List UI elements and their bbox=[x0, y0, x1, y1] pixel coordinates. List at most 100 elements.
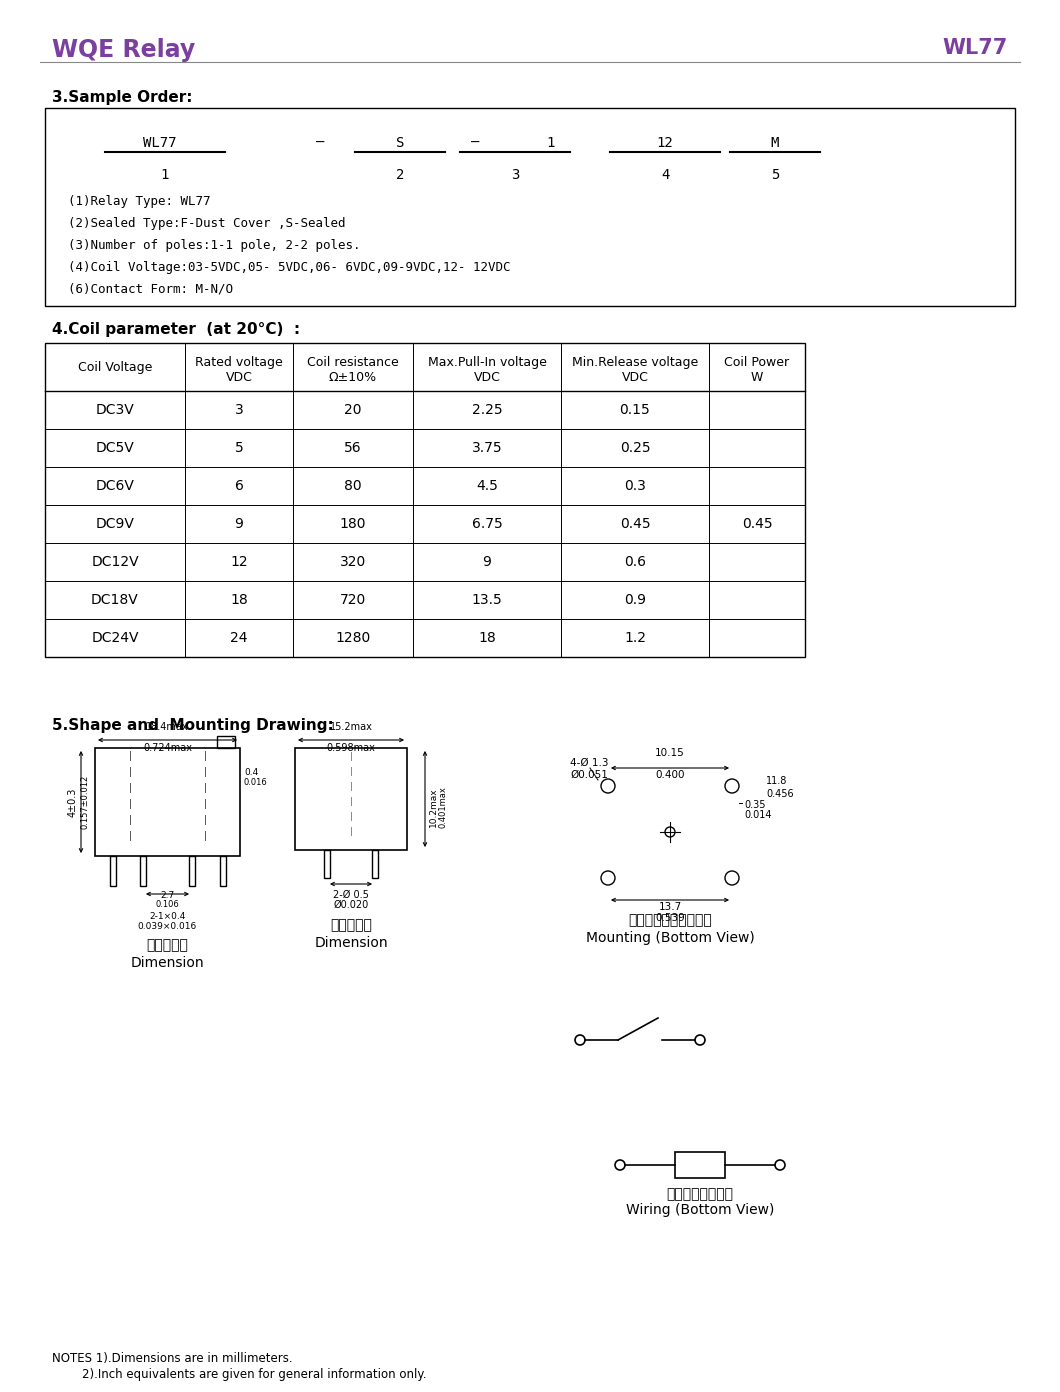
Bar bbox=[372, 851, 378, 878]
Text: 2: 2 bbox=[395, 168, 404, 182]
Bar bbox=[140, 856, 146, 885]
Bar bbox=[324, 851, 330, 878]
Text: 9: 9 bbox=[482, 555, 492, 569]
Text: 0.598max: 0.598max bbox=[326, 743, 375, 753]
Bar bbox=[45, 342, 805, 657]
Text: DC5V: DC5V bbox=[95, 441, 135, 455]
Text: Wiring (Bottom View): Wiring (Bottom View) bbox=[625, 1203, 774, 1217]
Text: M: M bbox=[771, 136, 779, 150]
Text: (3)Number of poles:1-1 pole, 2-2 poles.: (3)Number of poles:1-1 pole, 2-2 poles. bbox=[68, 239, 360, 252]
Text: Ω±10%: Ω±10% bbox=[329, 372, 377, 384]
Text: NOTES 1).Dimensions are in millimeters.: NOTES 1).Dimensions are in millimeters. bbox=[52, 1352, 293, 1366]
Text: 2-Ø 0.5: 2-Ø 0.5 bbox=[333, 889, 369, 901]
Bar bbox=[220, 856, 226, 885]
Text: 5: 5 bbox=[771, 168, 779, 182]
Text: 6.75: 6.75 bbox=[472, 516, 502, 530]
Text: 2).Inch equivalents are given for general information only.: 2).Inch equivalents are given for genera… bbox=[52, 1368, 426, 1381]
Bar bbox=[45, 109, 1015, 306]
Text: 2.25: 2.25 bbox=[472, 404, 502, 418]
Text: 2-1×0.4: 2-1×0.4 bbox=[149, 912, 185, 922]
Text: 1.2: 1.2 bbox=[624, 631, 646, 644]
Text: 4.Coil parameter  (at 20°C)  :: 4.Coil parameter (at 20°C) : bbox=[52, 322, 300, 337]
Text: Rated voltage: Rated voltage bbox=[195, 356, 283, 369]
Text: 6: 6 bbox=[234, 479, 244, 493]
Text: 1: 1 bbox=[546, 136, 554, 150]
Text: 接线图（底视图）: 接线图（底视图） bbox=[667, 1187, 734, 1201]
Text: VDC: VDC bbox=[621, 372, 649, 384]
Text: Dimension: Dimension bbox=[130, 956, 205, 970]
Text: 9: 9 bbox=[234, 516, 244, 530]
Text: 0.3: 0.3 bbox=[624, 479, 646, 493]
Text: 1280: 1280 bbox=[335, 631, 371, 644]
Text: Ø0.051: Ø0.051 bbox=[570, 770, 607, 780]
Text: 80: 80 bbox=[344, 479, 361, 493]
Text: (4)Coil Voltage:03-5VDC,05- 5VDC,06- 6VDC,09-9VDC,12- 12VDC: (4)Coil Voltage:03-5VDC,05- 5VDC,06- 6VD… bbox=[68, 262, 511, 274]
Text: 安装尺寸图（底视图）: 安装尺寸图（底视图） bbox=[629, 913, 712, 927]
Text: 180: 180 bbox=[340, 516, 367, 530]
Text: 0.157±0.012: 0.157±0.012 bbox=[81, 775, 89, 830]
Text: 5: 5 bbox=[234, 441, 244, 455]
Text: 0.45: 0.45 bbox=[742, 516, 773, 530]
Text: DC24V: DC24V bbox=[91, 631, 139, 644]
Text: 18.4max: 18.4max bbox=[146, 722, 189, 732]
Text: 12: 12 bbox=[230, 555, 248, 569]
Text: 3.Sample Order:: 3.Sample Order: bbox=[52, 90, 193, 104]
Text: Coil resistance: Coil resistance bbox=[307, 356, 399, 369]
Text: 0.014: 0.014 bbox=[744, 810, 772, 820]
Text: 0.456: 0.456 bbox=[766, 789, 794, 799]
Bar bbox=[675, 1153, 725, 1178]
Text: Coil Voltage: Coil Voltage bbox=[77, 361, 153, 373]
Text: 2.7: 2.7 bbox=[160, 891, 175, 901]
Text: WL77: WL77 bbox=[143, 136, 177, 150]
Text: DC9V: DC9V bbox=[95, 516, 135, 530]
Text: 0.35: 0.35 bbox=[744, 800, 765, 810]
Bar bbox=[110, 856, 116, 885]
Text: 56: 56 bbox=[344, 441, 361, 455]
Text: 0.6: 0.6 bbox=[624, 555, 646, 569]
Text: 13.5: 13.5 bbox=[472, 593, 502, 607]
Text: 3: 3 bbox=[511, 168, 519, 182]
Text: Mounting (Bottom View): Mounting (Bottom View) bbox=[585, 931, 755, 945]
Text: 3: 3 bbox=[234, 404, 244, 418]
Text: 0.539: 0.539 bbox=[655, 913, 685, 923]
Text: 0.9: 0.9 bbox=[624, 593, 646, 607]
Text: 0.039×0.016: 0.039×0.016 bbox=[138, 922, 197, 931]
Text: VDC: VDC bbox=[474, 372, 500, 384]
Text: 4±0.3: 4±0.3 bbox=[68, 788, 78, 817]
Text: 外形尺寸图: 外形尺寸图 bbox=[330, 917, 372, 933]
Text: DC12V: DC12V bbox=[91, 555, 139, 569]
Text: WQE Relay: WQE Relay bbox=[52, 38, 195, 63]
Text: 24: 24 bbox=[230, 631, 248, 644]
Text: 4: 4 bbox=[660, 168, 669, 182]
Text: 15.2max: 15.2max bbox=[330, 722, 372, 732]
Text: 11.8: 11.8 bbox=[766, 775, 788, 786]
Text: DC18V: DC18V bbox=[91, 593, 139, 607]
Text: 720: 720 bbox=[340, 593, 366, 607]
Text: Max.Pull-In voltage: Max.Pull-In voltage bbox=[427, 356, 547, 369]
Text: VDC: VDC bbox=[226, 372, 252, 384]
Text: 10.15: 10.15 bbox=[655, 748, 685, 759]
Text: 10.2max: 10.2max bbox=[429, 788, 438, 827]
Text: 13.7: 13.7 bbox=[658, 902, 682, 912]
Text: 0.106: 0.106 bbox=[156, 901, 179, 909]
Text: 12: 12 bbox=[656, 136, 673, 150]
Text: 18: 18 bbox=[230, 593, 248, 607]
Text: 0.724max: 0.724max bbox=[143, 743, 192, 753]
Text: —: — bbox=[471, 136, 479, 150]
Text: (2)Sealed Type:F-Dust Cover ,S-Sealed: (2)Sealed Type:F-Dust Cover ,S-Sealed bbox=[68, 217, 346, 230]
Text: DC6V: DC6V bbox=[95, 479, 135, 493]
Text: DC3V: DC3V bbox=[95, 404, 135, 418]
Text: 0.25: 0.25 bbox=[620, 441, 651, 455]
Text: WL77: WL77 bbox=[942, 38, 1008, 58]
Text: 5.Shape and  Mounting Drawing:: 5.Shape and Mounting Drawing: bbox=[52, 718, 334, 734]
Bar bbox=[189, 856, 195, 885]
Text: (1)Relay Type: WL77: (1)Relay Type: WL77 bbox=[68, 195, 211, 207]
Text: W: W bbox=[750, 372, 763, 384]
Bar bbox=[95, 748, 240, 856]
Text: Dimension: Dimension bbox=[314, 935, 388, 949]
Text: 4.5: 4.5 bbox=[476, 479, 498, 493]
Bar bbox=[295, 748, 407, 851]
Text: 0.016: 0.016 bbox=[244, 778, 268, 786]
Text: (6)Contact Form: M-N/O: (6)Contact Form: M-N/O bbox=[68, 283, 233, 296]
Text: 1: 1 bbox=[161, 168, 170, 182]
